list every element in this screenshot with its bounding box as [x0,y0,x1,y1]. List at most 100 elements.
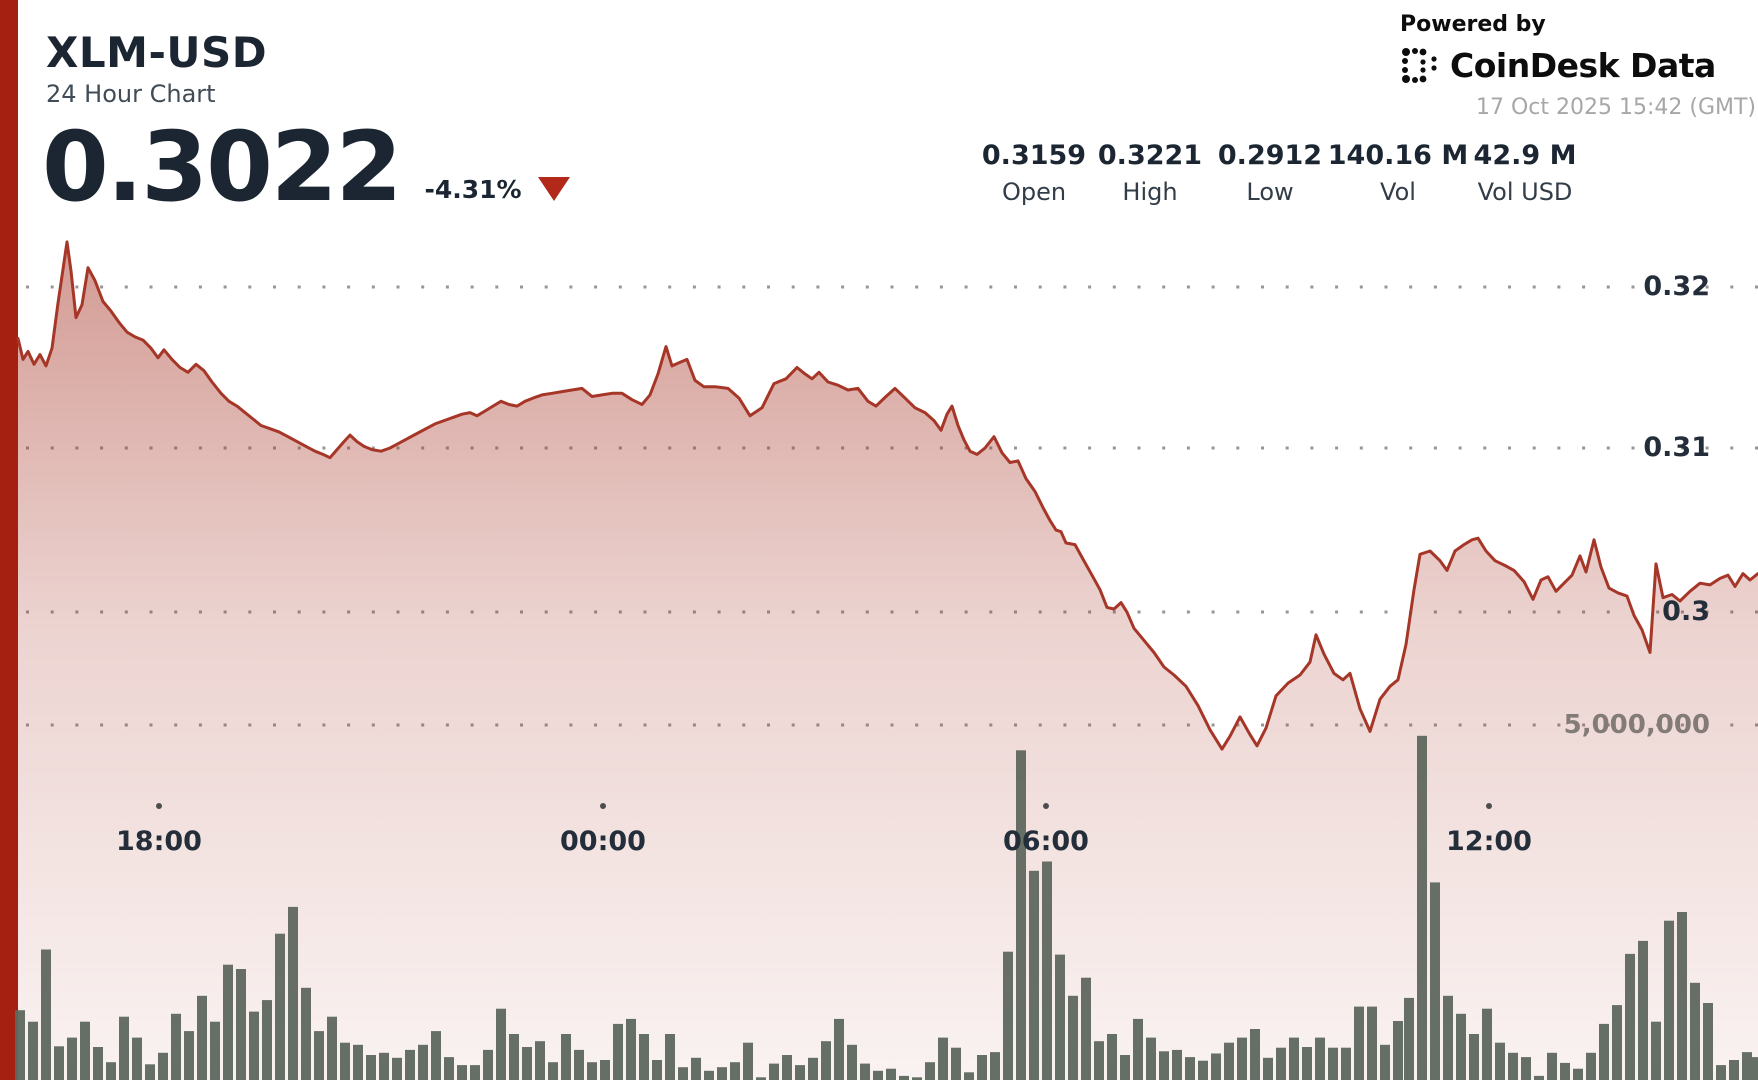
time-tick-dot [156,803,162,809]
volume-bar [678,1067,688,1080]
volume-bar [977,1055,987,1080]
volume-bar [1354,1006,1364,1080]
volume-bar [366,1055,376,1080]
volume-bar [990,1052,1000,1080]
volume-bar [665,1034,675,1080]
stat-label: High [1122,178,1178,206]
volume-bar [509,1034,519,1080]
price-line [16,240,1758,751]
volume-bar [1703,1003,1713,1080]
volume-bar [249,1011,259,1080]
powered-by-label: Powered by [1400,12,1546,37]
volume-bar [1068,995,1078,1080]
brand-name: CoinDesk Data [1450,45,1716,85]
volume-bar [1752,1057,1758,1080]
volume-bar [1263,1057,1273,1080]
stat-value: 0.2912 [1217,140,1323,171]
volume-bar [717,1067,727,1080]
current-price: 0.3022 [42,111,402,223]
stat-open: 0.3159 Open [982,140,1086,206]
volume-bar [210,1021,220,1080]
volume-bar [1729,1060,1739,1080]
stat-vol: 140.16 M Vol [1328,140,1468,206]
volume-bar [834,1018,844,1080]
y-axis-label-0.3: 0.3 [1662,596,1710,627]
x-axis-label-06:00: 06:00 [1003,826,1089,857]
volume-bar [145,1064,155,1080]
volume-bar [613,1023,623,1080]
volume-bar [431,1031,441,1080]
volume-bar [1029,870,1039,1080]
volume-bar [574,1049,584,1080]
volume-bar [184,1031,194,1080]
volume-bar [639,1034,649,1080]
volume-bar [886,1068,896,1080]
volume-bar [795,1065,805,1080]
volume-bar [236,969,246,1080]
stat-high: 0.3221 High [1098,140,1202,206]
volume-bar [1508,1052,1518,1080]
volume-bar [1302,1047,1312,1080]
page-title-symbol: XLM-USD [46,28,268,77]
time-tick-dot [1486,803,1492,809]
y-axis-label-volume: 5,000,000 [1563,710,1710,740]
volume-bar [873,1070,883,1080]
volume-bar [860,1063,870,1080]
stat-low: 0.2912 Low [1218,140,1322,206]
volume-bar [483,1049,493,1080]
volume-bar [743,1042,753,1080]
chart-timestamp: 17 Oct 2025 15:42 (GMT) [1475,95,1756,120]
volume-bar [15,1010,25,1080]
volume-bar [769,1063,779,1080]
stat-label: Low [1246,178,1294,206]
volume-bar [1276,1047,1286,1080]
volume-bar [1380,1044,1390,1080]
volume-bar [54,1046,64,1080]
volume-bar [301,987,311,1080]
volume-bar [1495,1042,1505,1080]
time-tick-dot [1043,803,1049,809]
stat-label: Open [1001,178,1067,206]
stat-value: 0.3221 [1097,140,1203,171]
volume-bar [704,1070,714,1080]
volume-bar [626,1018,636,1080]
volume-bar [730,1062,740,1080]
volume-bar [1211,1053,1221,1080]
volume-bar [964,1072,974,1080]
volume-bar [587,1062,597,1080]
volume-bar [314,1031,324,1080]
price-change-percent: -4.31% [424,174,522,204]
volume-bar [1417,735,1427,1080]
volume-bar [1638,940,1648,1080]
x-axis-label-18:00: 18:00 [116,826,202,857]
volume-bar [418,1044,428,1080]
volume-bar [41,949,51,1080]
volume-bar [1534,1075,1544,1080]
volume-bar [1716,1065,1726,1080]
volume-bar [80,1021,90,1080]
volume-bar [457,1065,467,1080]
volume-bar [1224,1042,1234,1080]
volume-bar [1573,1068,1583,1080]
volume-bar [28,1021,38,1080]
volume-bar [782,1055,792,1080]
volume-bar [1469,1034,1479,1080]
ohlcv-stats-row: 0.3159 Open 0.3221 High 0.2912 Low 140.16 M Vol… [0,140,1758,210]
volume-bar [522,1047,532,1080]
volume-bar [1404,997,1414,1080]
volume-bar [1443,995,1453,1080]
volume-bar [1133,1018,1143,1080]
volume-bar [197,995,207,1080]
volume-bar [1690,982,1700,1080]
volume-bar [951,1047,961,1080]
volume-bar [600,1060,610,1080]
stat-label: Vol USD [1477,178,1573,206]
powered-by-block: Powered by CoinDesk Data 17 Oct 2025 15:… [1400,12,1756,120]
volume-bar [1198,1060,1208,1080]
volume-bar [1120,1055,1130,1080]
volume-bar [1016,750,1026,1080]
volume-bar [353,1044,363,1080]
volume-bar [1521,1057,1531,1080]
volume-bar [1146,1037,1156,1080]
volume-bar [158,1052,168,1080]
